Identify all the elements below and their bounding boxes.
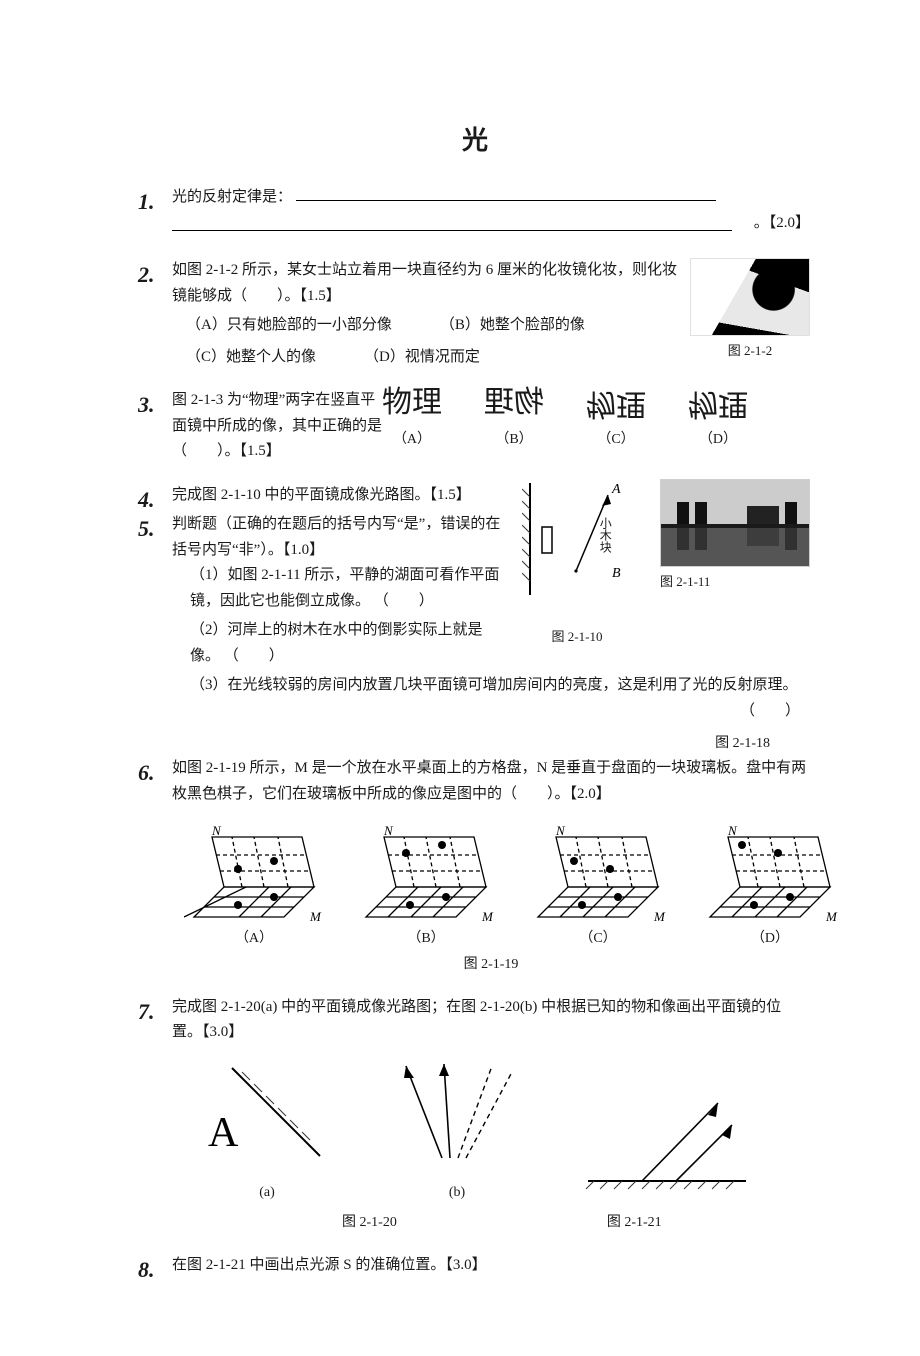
q5-i3-paren[interactable]: （ ） — [740, 699, 800, 725]
q5-i2-paren[interactable]: （ ） — [224, 644, 284, 670]
q8-number: 8. — [138, 1251, 155, 1288]
fig-2-1-19-caption: 图 2-1-19 — [172, 953, 810, 977]
question-6: 6. 如图 2-1-19 所示，M 是一个放在水平桌面上的方格盘，N 是垂直于盘… — [140, 756, 810, 977]
q5-i3-text: （3）在光线较弱的房间内放置几块平面镜可增加房间内的亮度，这是利用了光的反射原理… — [190, 677, 798, 693]
q2-opt-c[interactable]: （C）她整个人的像 — [186, 345, 316, 371]
q1-number: 1. — [138, 183, 155, 220]
q5-i1-text: （1）如图 2-1-11 所示，平静的湖面可看作平面镜，因此它也能倒立成像。 — [190, 567, 499, 609]
svg-text:M: M — [825, 909, 838, 924]
q3-a-text: 物理 — [382, 388, 442, 418]
q6-panel-d[interactable]: N M （D） — [700, 817, 840, 951]
fig-2-1-20a: A (a) — [202, 1058, 332, 1205]
q2-text: 如图 2-1-2 所示，某女士站立着用一块直径约为 6 厘米的化妆镜化妆，则化妆… — [172, 262, 677, 304]
q6-panel-a[interactable]: N M （A） — [184, 817, 324, 951]
q3-number: 3. — [138, 386, 155, 423]
q2-opt-b[interactable]: （B）她整个脸部的像 — [440, 313, 585, 339]
q5-number: 5. — [138, 510, 155, 547]
question-4-5-block: A B 小木块 图 2-1-10 图 2-1-11 4. 完成图 2-1-10 … — [140, 483, 810, 725]
q5-intro: 判断题（正确的在题后的括号内写“是”，错误的在括号内写“非”）。【1.0】 — [172, 516, 500, 558]
svg-text:A: A — [208, 1110, 239, 1156]
fig-2-1-18-caption: 图 2-1-18 — [140, 732, 810, 752]
q3-variant-c[interactable]: 物理 （C） — [586, 388, 646, 451]
q2-options: （A）只有她脸部的一小部分像 （B）她整个脸部的像 （C）她整个人的像 （D）视… — [172, 313, 678, 370]
q6-number: 6. — [138, 754, 155, 791]
q2-opt-d[interactable]: （D）视情况而定 — [364, 345, 480, 371]
q3-b-text: 物理 — [484, 388, 544, 418]
q4-text: 完成图 2-1-10 中的平面镜成像光路图。【1.5】 — [172, 487, 471, 503]
q6-panel-b[interactable]: N M （B） — [356, 817, 496, 951]
q7-figures: A (a) (b) — [202, 1058, 810, 1205]
q7-text: 完成图 2-1-20(a) 中的平面镜成像光路图；在图 2-1-20(b) 中根… — [172, 999, 781, 1041]
q3-variant-b[interactable]: 物理 （B） — [484, 388, 544, 451]
q2-number: 2. — [138, 256, 155, 293]
q3-c-text: 物理 — [586, 388, 646, 418]
q3-a-label: （A） — [382, 428, 442, 452]
fig-2-1-21-caption: 图 2-1-21 — [607, 1211, 662, 1235]
q1-blank-2[interactable] — [172, 217, 732, 231]
q6-text: 如图 2-1-19 所示，M 是一个放在水平桌面上的方格盘，N 是垂直于盘面的一… — [172, 760, 806, 802]
q2-opt-a[interactable]: （A）只有她脸部的一小部分像 — [186, 313, 392, 339]
q6-c-label: （C） — [528, 927, 668, 951]
svg-text:M: M — [653, 909, 666, 924]
q3-variant-a[interactable]: 物理 （A） — [382, 388, 442, 451]
q6-a-label: （A） — [184, 927, 324, 951]
q5-subitems: （1）如图 2-1-11 所示，平静的湖面可看作平面镜，因此它也能倒立成像。 （… — [172, 563, 810, 699]
q1-blank-1[interactable] — [296, 187, 716, 201]
svg-text:N: N — [211, 823, 222, 838]
fig-2-1-20-caption: 图 2-1-20 — [342, 1211, 397, 1235]
q3-b-label: （B） — [484, 428, 544, 452]
q5-item-3: （3）在光线较弱的房间内放置几块平面镜可增加房间内的亮度，这是利用了光的反射原理… — [190, 673, 810, 699]
q7-sub-b: (b) — [392, 1181, 522, 1205]
fig-2-1-20b: (b) — [392, 1058, 522, 1205]
question-7: 7. 完成图 2-1-20(a) 中的平面镜成像光路图；在图 2-1-20(b)… — [140, 995, 810, 1235]
q6-panels: N M （A） N M — [184, 817, 810, 951]
q5-i1-paren[interactable]: （ ） — [374, 589, 434, 615]
q7-sub-a: (a) — [202, 1181, 332, 1205]
q6-b-label: （B） — [356, 927, 496, 951]
question-3: 3. 图 2-1-3 为“物理”两字在竖直平面镜中所成的像，其中正确的是（ ）。… — [140, 388, 810, 465]
q3-c-label: （C） — [586, 428, 646, 452]
question-8: 8. 在图 2-1-21 中画出点光源 S 的准确位置。【3.0】 — [140, 1253, 810, 1279]
svg-text:N: N — [727, 823, 738, 838]
q3-variant-d[interactable]: 物理 （D） — [688, 388, 748, 451]
page-title: 光 — [140, 120, 810, 157]
svg-text:N: N — [383, 823, 394, 838]
q5-item-1: （1）如图 2-1-11 所示，平静的湖面可看作平面镜，因此它也能倒立成像。 （… — [190, 563, 810, 614]
q3-text: 图 2-1-3 为“物理”两字在竖直平面镜中所成的像，其中正确的是（ ）。【1.… — [172, 392, 382, 459]
svg-text:M: M — [481, 909, 494, 924]
q1-score: 。【2.0】 — [754, 211, 810, 237]
fig-2-1-21 — [582, 1085, 752, 1205]
q3-d-label: （D） — [688, 428, 748, 452]
photo-makeup — [690, 258, 810, 336]
fig-2-1-2-caption: 图 2-1-2 — [690, 340, 810, 362]
svg-text:N: N — [555, 823, 566, 838]
q8-text: 在图 2-1-21 中画出点光源 S 的准确位置。【3.0】 — [172, 1257, 487, 1273]
q3-mirror-variants: 物理 （A） 物理 （B） 物理 （C） 物理 （D） — [382, 388, 810, 451]
q7-number: 7. — [138, 993, 155, 1030]
q6-d-label: （D） — [700, 927, 840, 951]
q6-panel-c[interactable]: N M （C） — [528, 817, 668, 951]
svg-text:M: M — [309, 909, 322, 924]
q1-text-a: 光的反射定律是： — [172, 189, 292, 205]
figure-2-1-2: 图 2-1-2 — [690, 258, 810, 362]
q3-d-text: 物理 — [688, 388, 748, 418]
q7-caption-row: 图 2-1-20 图 2-1-21 — [342, 1211, 810, 1235]
question-1: 1. 光的反射定律是： 。【2.0】 — [140, 185, 810, 240]
q5-item-2: （2）河岸上的树木在水中的倒影实际上就是像。 （ ） — [190, 618, 810, 669]
question-2: 图 2-1-2 2. 如图 2-1-2 所示，某女士站立着用一块直径约为 6 厘… — [140, 258, 810, 370]
